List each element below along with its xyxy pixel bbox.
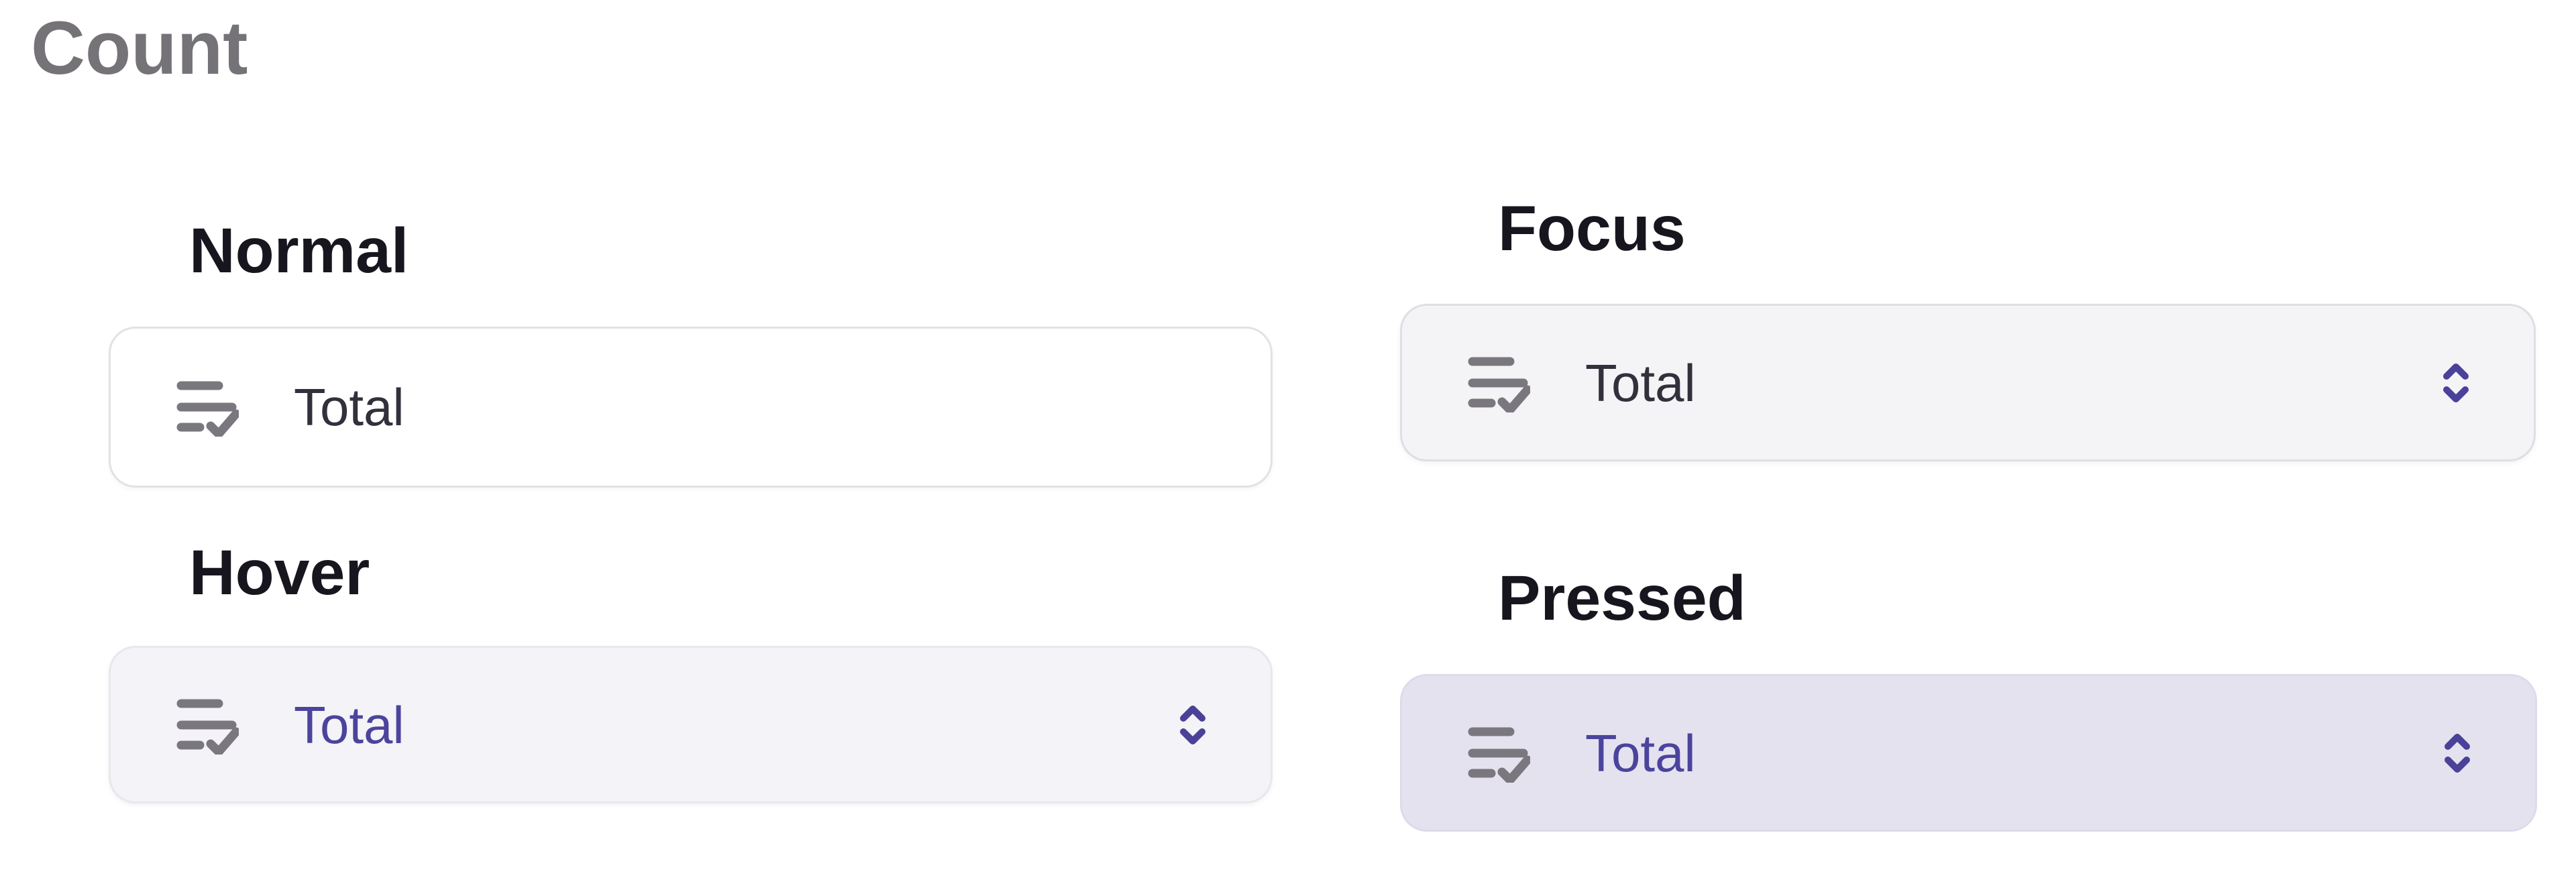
- select-content: Total: [174, 696, 1179, 755]
- state-label-pressed: Pressed: [1498, 563, 1746, 634]
- select-value: Total: [294, 695, 405, 755]
- select-content: Total: [1466, 724, 2443, 783]
- count-select-normal[interactable]: Total: [109, 327, 1273, 488]
- list-check-icon: [1468, 727, 1530, 783]
- count-select-hover[interactable]: Total: [109, 646, 1273, 803]
- select-content: Total: [1466, 353, 2442, 412]
- chevron-up-down-icon: [1180, 705, 1205, 744]
- select-content: Total: [174, 378, 1207, 437]
- state-label-hover: Hover: [189, 537, 370, 608]
- list-check-icon: [176, 381, 239, 437]
- count-select-pressed[interactable]: Total: [1400, 674, 2537, 832]
- select-value: Total: [294, 378, 405, 437]
- list-check-icon: [1468, 357, 1530, 412]
- state-label-focus: Focus: [1498, 193, 1686, 264]
- select-value: Total: [1585, 353, 1696, 412]
- state-label-normal: Normal: [189, 215, 409, 286]
- count-select-focus[interactable]: Total: [1400, 304, 2536, 461]
- select-value: Total: [1585, 723, 1696, 783]
- chevron-up-down-icon: [2445, 733, 2470, 773]
- chevron-up-down-icon: [2443, 363, 2469, 402]
- page-title: Count: [31, 6, 248, 90]
- list-check-icon: [176, 699, 239, 755]
